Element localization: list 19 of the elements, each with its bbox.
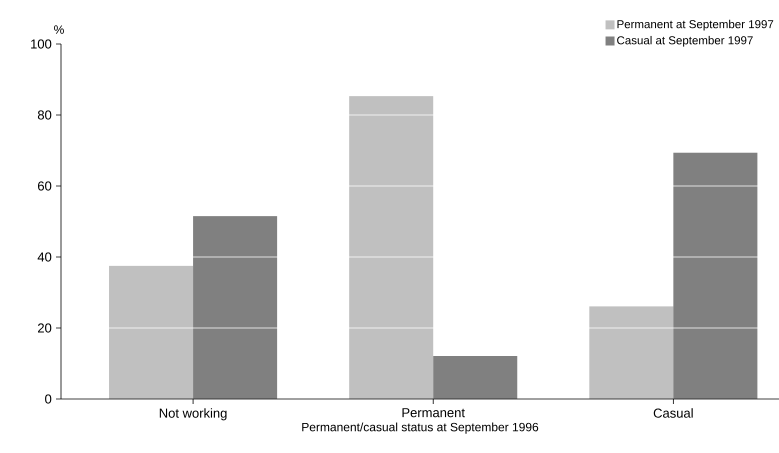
y-tick-label: 80 bbox=[38, 110, 52, 120]
x-axis-title: Permanent/casual status at September 1996 bbox=[302, 422, 538, 434]
x-tick-label: Casual bbox=[654, 408, 693, 418]
y-tick-label: 40 bbox=[38, 252, 52, 262]
legend-label: Permanent at September 1997 bbox=[617, 20, 774, 31]
bar bbox=[433, 356, 518, 399]
y-axis-title: % bbox=[54, 25, 64, 34]
y-tick-label: 20 bbox=[38, 323, 52, 333]
x-tick-label: Permanent bbox=[402, 408, 465, 418]
bar bbox=[589, 306, 674, 399]
y-tick-label: 0 bbox=[45, 394, 52, 404]
y-tick-label: 100 bbox=[31, 39, 52, 49]
x-tick-label: Not working bbox=[160, 408, 227, 420]
bar bbox=[109, 266, 194, 399]
y-tick-label: 60 bbox=[38, 181, 52, 191]
legend-label: Casual at September 1997 bbox=[617, 36, 753, 47]
bar bbox=[673, 152, 758, 399]
bar bbox=[349, 96, 434, 399]
bar bbox=[193, 216, 278, 399]
